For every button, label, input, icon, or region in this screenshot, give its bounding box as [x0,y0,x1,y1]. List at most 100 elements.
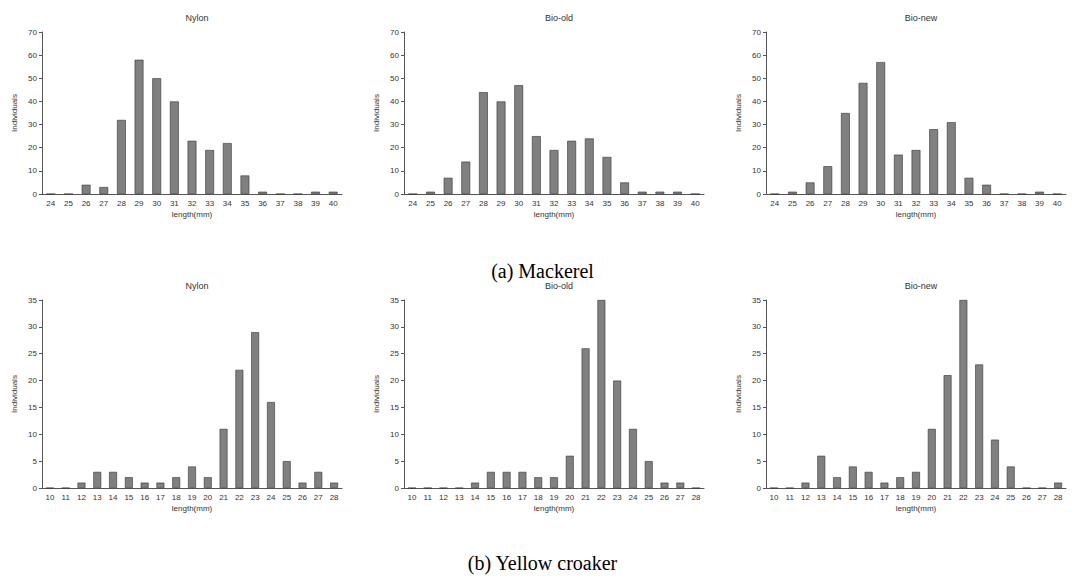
svg-text:40: 40 [1053,199,1062,208]
svg-text:39: 39 [311,199,320,208]
svg-text:0: 0 [33,190,38,199]
svg-text:10: 10 [28,430,37,439]
svg-text:10: 10 [752,430,761,439]
svg-text:27: 27 [314,493,323,502]
svg-text:10: 10 [407,493,416,502]
svg-text:40: 40 [752,97,761,106]
svg-text:35: 35 [28,296,37,305]
svg-text:26: 26 [444,199,453,208]
svg-text:28: 28 [479,199,488,208]
svg-text:24: 24 [628,493,637,502]
svg-text:33: 33 [929,199,938,208]
svg-text:25: 25 [390,349,399,358]
svg-text:0: 0 [395,484,400,493]
svg-text:26: 26 [1022,493,1031,502]
svg-text:24: 24 [46,199,55,208]
svg-text:32: 32 [550,199,559,208]
svg-text:27: 27 [99,199,108,208]
svg-text:21: 21 [943,493,952,502]
svg-text:37: 37 [276,199,285,208]
svg-text:17: 17 [518,493,527,502]
svg-text:10: 10 [390,430,399,439]
svg-text:11: 11 [424,493,433,502]
svg-text:31: 31 [894,199,903,208]
svg-text:16: 16 [502,493,511,502]
svg-text:5: 5 [33,457,38,466]
svg-text:Bio-old: Bio-old [545,13,573,23]
svg-text:32: 32 [188,199,197,208]
svg-text:39: 39 [673,199,682,208]
svg-text:18: 18 [534,493,543,502]
svg-text:30: 30 [390,120,399,129]
svg-text:34: 34 [223,199,232,208]
svg-text:29: 29 [135,199,144,208]
svg-text:36: 36 [982,199,991,208]
svg-text:30: 30 [876,199,885,208]
svg-text:29: 29 [859,199,868,208]
svg-text:14: 14 [833,493,842,502]
svg-text:39: 39 [1035,199,1044,208]
svg-text:Nylon: Nylon [185,281,208,291]
svg-text:27: 27 [823,199,832,208]
svg-text:5: 5 [395,457,400,466]
svg-text:20: 20 [28,376,37,385]
svg-text:28: 28 [330,493,339,502]
svg-text:20: 20 [203,493,212,502]
svg-text:length(mm): length(mm) [534,210,575,219]
svg-text:23: 23 [975,493,984,502]
svg-text:Individuals: Individuals [10,375,19,413]
svg-text:length(mm): length(mm) [172,210,213,219]
svg-text:0: 0 [757,484,762,493]
svg-text:16: 16 [140,493,149,502]
svg-text:35: 35 [240,199,249,208]
svg-text:24: 24 [266,493,275,502]
svg-text:38: 38 [293,199,302,208]
svg-text:25: 25 [1006,493,1015,502]
svg-text:20: 20 [752,376,761,385]
svg-text:12: 12 [77,493,86,502]
svg-text:24: 24 [990,493,999,502]
svg-text:25: 25 [644,493,653,502]
svg-text:21: 21 [581,493,590,502]
svg-text:20: 20 [390,143,399,152]
svg-text:15: 15 [848,493,857,502]
svg-text:Bio-old: Bio-old [545,281,573,291]
svg-text:30: 30 [752,322,761,331]
svg-text:15: 15 [390,403,399,412]
svg-text:28: 28 [1054,493,1063,502]
svg-text:18: 18 [172,493,181,502]
svg-text:37: 37 [638,199,647,208]
svg-text:40: 40 [390,97,399,106]
svg-text:31: 31 [170,199,179,208]
svg-text:19: 19 [188,493,197,502]
svg-text:30: 30 [152,199,161,208]
svg-text:70: 70 [390,28,399,37]
svg-text:5: 5 [757,457,762,466]
svg-text:35: 35 [602,199,611,208]
svg-text:24: 24 [408,199,417,208]
svg-text:38: 38 [655,199,664,208]
svg-text:30: 30 [28,322,37,331]
svg-text:25: 25 [752,349,761,358]
svg-text:12: 12 [801,493,810,502]
svg-text:70: 70 [752,28,761,37]
svg-text:length(mm): length(mm) [534,504,575,513]
svg-text:13: 13 [455,493,464,502]
svg-text:length(mm): length(mm) [896,210,937,219]
svg-text:0: 0 [33,484,38,493]
svg-text:13: 13 [817,493,826,502]
svg-text:20: 20 [565,493,574,502]
svg-text:26: 26 [660,493,669,502]
svg-text:25: 25 [426,199,435,208]
svg-text:Individuals: Individuals [10,94,19,132]
svg-text:37: 37 [1000,199,1009,208]
svg-text:50: 50 [752,74,761,83]
svg-text:35: 35 [752,296,761,305]
svg-text:36: 36 [620,199,629,208]
svg-text:60: 60 [28,51,37,60]
svg-text:30: 30 [752,120,761,129]
svg-text:35: 35 [964,199,973,208]
svg-text:30: 30 [514,199,523,208]
svg-text:(b) Yellow croaker: (b) Yellow croaker [468,552,618,575]
svg-text:12: 12 [439,493,448,502]
